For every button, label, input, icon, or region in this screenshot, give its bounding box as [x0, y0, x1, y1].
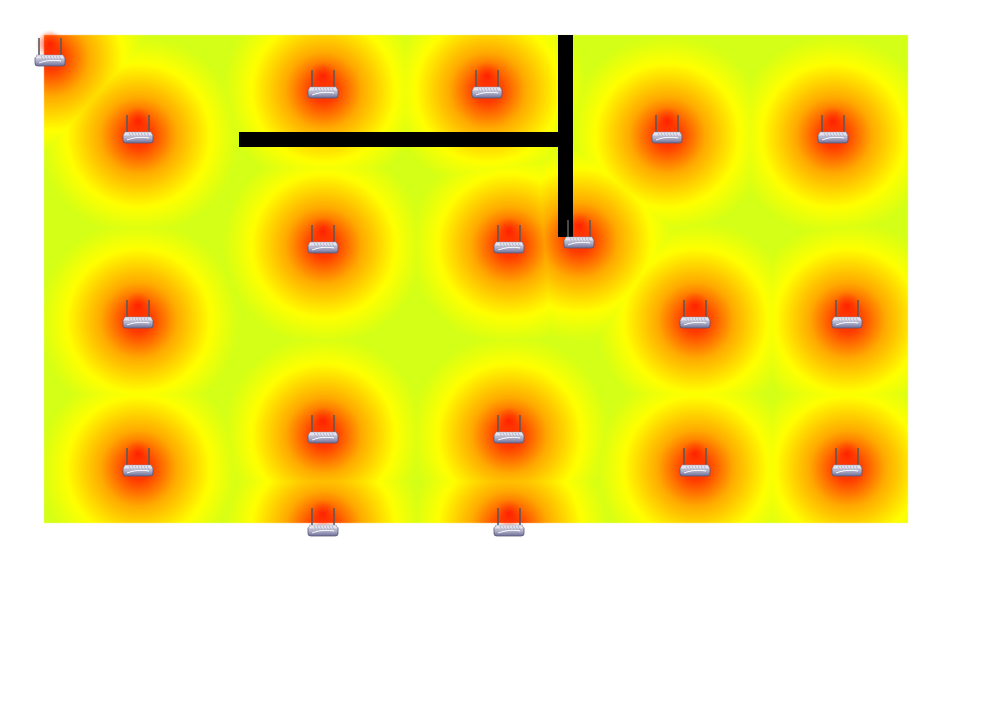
wall-vertical [558, 35, 573, 237]
wireless-router-icon[interactable] [34, 38, 66, 67]
wireless-router-icon[interactable] [122, 115, 154, 144]
wireless-router-icon[interactable] [831, 448, 863, 477]
wireless-router-icon[interactable] [679, 448, 711, 477]
wireless-router-icon[interactable] [307, 70, 339, 99]
access-points [34, 38, 863, 537]
wireless-router-icon[interactable] [831, 300, 863, 329]
wireless-router-icon[interactable] [493, 415, 525, 444]
wireless-router-icon[interactable] [307, 508, 339, 537]
wireless-router-icon[interactable] [493, 508, 525, 537]
wireless-router-icon[interactable] [651, 115, 683, 144]
wireless-router-icon[interactable] [817, 115, 849, 144]
wireless-router-icon[interactable] [471, 70, 503, 99]
wireless-router-icon[interactable] [122, 300, 154, 329]
wireless-router-icon[interactable] [122, 448, 154, 477]
wireless-router-icon[interactable] [493, 225, 525, 254]
walls [239, 35, 573, 237]
wireless-router-icon[interactable] [563, 220, 595, 249]
wireless-router-icon[interactable] [679, 300, 711, 329]
wireless-router-icon[interactable] [307, 225, 339, 254]
wall-horizontal [239, 132, 573, 147]
wireless-router-icon[interactable] [307, 415, 339, 444]
